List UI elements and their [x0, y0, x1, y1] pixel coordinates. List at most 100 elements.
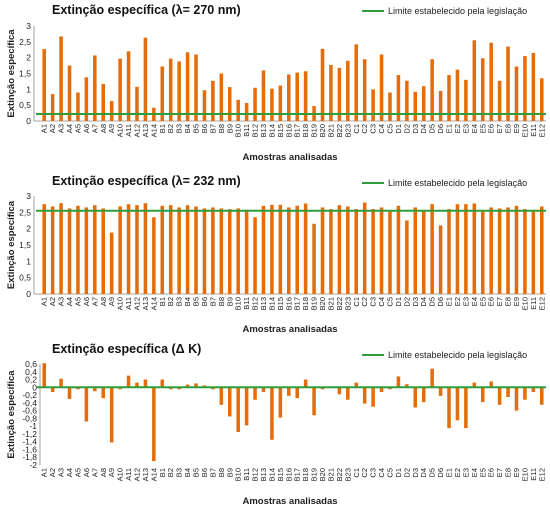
bar-E3 — [464, 204, 468, 294]
x-tick-label: B1 — [158, 297, 167, 306]
bar-E7 — [497, 387, 502, 405]
bar-E8 — [506, 46, 510, 121]
chart-delta-k: Extinção específica (Δ K) Limite estabele… — [6, 342, 546, 507]
x-tick-label: B9 — [225, 124, 234, 133]
bar-B15 — [278, 387, 283, 418]
bar-E6 — [489, 207, 493, 294]
chart-232nm: Extinção específica (λ= 232 nm) Limite es… — [6, 174, 546, 335]
bar-C4 — [379, 207, 384, 294]
chart-title: Extinção específica (λ= 270 nm) — [52, 3, 241, 17]
bar-B13 — [261, 205, 266, 294]
bar-C1 — [354, 382, 359, 388]
bar-A14 — [152, 387, 156, 462]
x-tick-label: E9 — [512, 468, 521, 477]
bar-B16 — [287, 74, 291, 121]
bar-E11 — [531, 387, 536, 392]
x-tick-label: E2 — [453, 297, 462, 306]
y-tick-label: -1 — [29, 421, 37, 431]
bar-E6 — [489, 42, 493, 121]
y-tick-label: 2 — [26, 53, 31, 63]
x-tick-label: B11 — [242, 297, 251, 310]
bar-B22 — [337, 205, 342, 294]
x-tick-label: D6 — [436, 297, 445, 307]
x-tick-label: B11 — [242, 468, 251, 481]
bar-B7 — [211, 207, 215, 294]
x-tick-label: B2 — [166, 468, 175, 477]
x-tick-label: E10 — [520, 124, 529, 137]
x-tick-label: B8 — [217, 468, 226, 477]
y-tick-label: 0,4 — [25, 367, 37, 377]
x-tick-label: B12 — [251, 297, 260, 310]
x-tick-label: E1 — [445, 124, 454, 133]
x-tick-label: D5 — [428, 297, 437, 307]
bar-E9 — [514, 205, 519, 294]
bar-A10 — [118, 58, 122, 121]
x-tick-label: A1 — [40, 124, 49, 133]
x-axis-label: Amostras analisadas — [242, 496, 337, 507]
x-tick-label: B16 — [284, 124, 293, 137]
bar-D5 — [430, 204, 434, 294]
x-tick-label: E9 — [512, 124, 521, 133]
x-tick-label: E3 — [461, 297, 470, 306]
bar-E1 — [447, 209, 451, 294]
bar-B17 — [295, 387, 299, 399]
x-tick-label: C4 — [377, 297, 386, 307]
bar-B17 — [295, 205, 299, 294]
bar-E2 — [455, 387, 460, 421]
bar-E10 — [523, 387, 527, 400]
bar-D3 — [413, 387, 418, 408]
x-tick-label: E10 — [520, 468, 529, 481]
bar-A1 — [42, 49, 46, 122]
bar-C5 — [388, 210, 392, 294]
y-tick-label: -1,6 — [22, 444, 37, 454]
bar-A3 — [59, 36, 63, 122]
bar-B1 — [160, 205, 165, 294]
x-tick-label: D6 — [436, 124, 445, 134]
x-tick-label: E8 — [504, 468, 513, 477]
x-tick-label: B20 — [318, 297, 327, 310]
x-tick-label: C4 — [377, 468, 386, 478]
bar-D6 — [438, 90, 443, 121]
bar-E6 — [489, 381, 493, 388]
x-tick-label: B22 — [335, 297, 344, 310]
x-tick-label: B18 — [301, 297, 310, 310]
legend-label: Limite estabelecido pela legislação — [388, 6, 527, 16]
x-tick-label: E2 — [453, 468, 462, 477]
bar-B12 — [253, 387, 257, 400]
bar-E2 — [455, 204, 460, 294]
x-tick-label: A5 — [73, 297, 82, 306]
chart-panel-delta-k: Extinção específica (Δ K) Limite estabele… — [0, 340, 550, 510]
x-tick-label: A3 — [57, 468, 66, 477]
bar-B22 — [337, 67, 342, 121]
y-tick-label: 2,5 — [19, 207, 31, 217]
bar-B14 — [270, 387, 274, 440]
x-tick-label: C5 — [385, 124, 394, 134]
y-tick-label: 0,2 — [25, 375, 37, 385]
x-tick-label: E1 — [445, 297, 454, 306]
bar-E2 — [455, 69, 460, 121]
bar-B4 — [185, 384, 190, 388]
x-tick-label: A3 — [57, 124, 66, 133]
bar-B23 — [346, 387, 350, 400]
x-tick-label: B23 — [343, 297, 352, 310]
x-tick-label: A10 — [116, 124, 125, 137]
x-tick-label: A11 — [124, 297, 133, 310]
bar-A3 — [59, 378, 63, 388]
bar-B18 — [303, 71, 308, 121]
x-tick-label: A2 — [48, 297, 57, 306]
bar-B9 — [227, 387, 232, 417]
bar-B8 — [219, 387, 224, 405]
bar-B14 — [270, 88, 274, 121]
bar-C1 — [354, 44, 359, 122]
bar-D2 — [405, 80, 409, 121]
x-tick-label: B16 — [284, 468, 293, 481]
bar-A1 — [42, 204, 46, 294]
bar-B4 — [185, 205, 190, 294]
x-tick-label: B9 — [225, 468, 234, 477]
y-tick-label: 1 — [26, 256, 31, 266]
bar-D4 — [421, 86, 426, 121]
x-tick-label: C2 — [360, 124, 369, 134]
x-tick-label: D3 — [411, 468, 420, 478]
x-tick-label: C1 — [352, 468, 361, 478]
bar-A7 — [93, 387, 97, 392]
